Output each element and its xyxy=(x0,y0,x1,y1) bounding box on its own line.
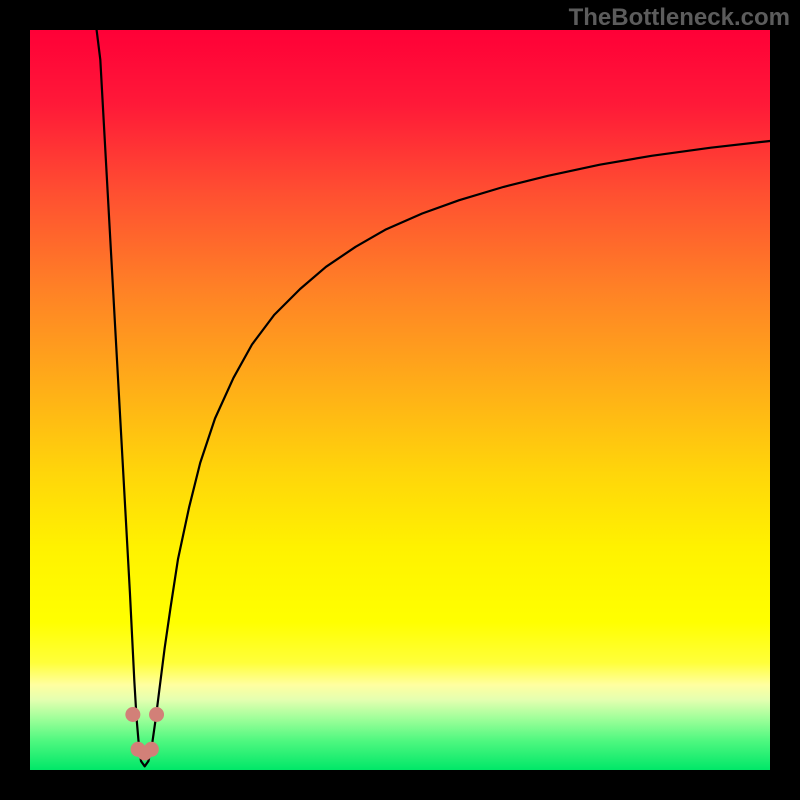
watermark-text: TheBottleneck.com xyxy=(569,4,790,32)
chart-frame: TheBottleneck.com xyxy=(0,0,800,800)
chart-background xyxy=(30,30,770,770)
curve-marker xyxy=(125,707,140,722)
bottleneck-chart-svg xyxy=(0,0,800,800)
curve-marker xyxy=(149,707,164,722)
curve-marker xyxy=(144,742,159,757)
